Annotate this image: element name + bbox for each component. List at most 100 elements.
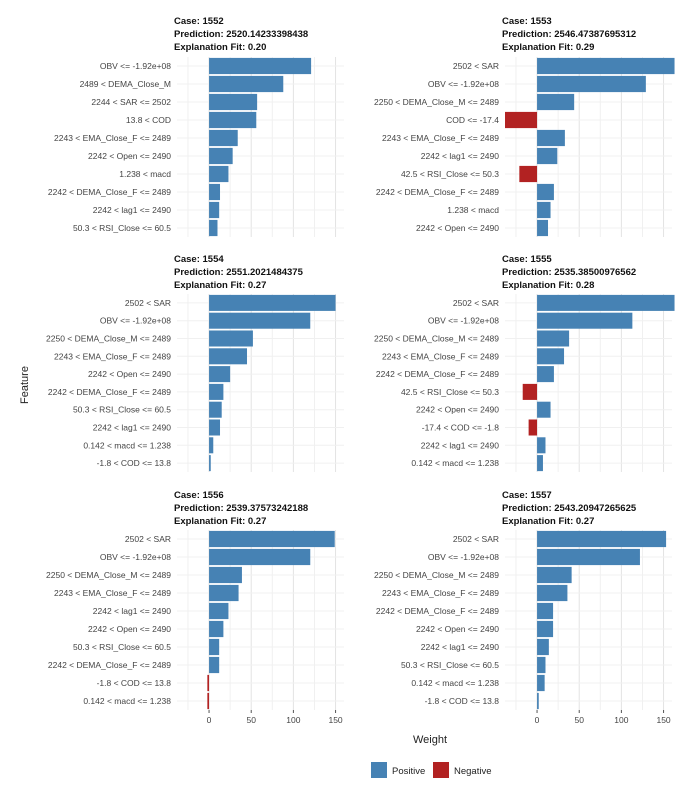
feature-label: 0.142 < macd <= 1.238 — [411, 678, 499, 688]
bar-5 — [209, 129, 238, 147]
feature-label: 2243 < EMA_Close_F <= 2489 — [382, 351, 499, 361]
bar-5 — [537, 129, 565, 147]
panel-case-title: Case: 1555 — [502, 254, 552, 265]
bar-10 — [537, 692, 539, 710]
bar-2 — [537, 548, 640, 566]
bar-4 — [209, 348, 248, 365]
feature-label: 2502 < SAR — [125, 534, 171, 544]
bar-5 — [537, 366, 554, 383]
panel-6: Case: 1557 Prediction: 2543.20947265625 Ex… — [374, 490, 672, 725]
legend-label-positive: Positive — [392, 766, 425, 777]
bar-1 — [209, 294, 336, 311]
x-tick-label: 0 — [207, 715, 212, 725]
feature-label: OBV <= -1.92e+08 — [428, 316, 499, 326]
y-axis-title: Feature — [19, 366, 31, 404]
feature-label: 2243 < EMA_Close_F <= 2489 — [54, 351, 171, 361]
bar-8 — [209, 656, 220, 674]
bar-8 — [209, 419, 221, 436]
bar-7 — [537, 638, 549, 656]
feature-label: OBV <= -1.92e+08 — [100, 316, 171, 326]
bar-3 — [537, 566, 572, 584]
bar-4 — [537, 584, 568, 602]
bar-1 — [537, 530, 667, 548]
bar-8 — [209, 183, 221, 201]
bar-5 — [209, 366, 231, 383]
bar-7 — [209, 638, 220, 656]
bar-7 — [537, 401, 551, 418]
bar-6 — [537, 147, 558, 165]
bar-1 — [537, 294, 675, 311]
bar-9 — [537, 201, 551, 219]
feature-label: 2242 < DEMA_Close_F <= 2489 — [48, 187, 171, 197]
feature-label: 2250 < DEMA_Close_M <= 2489 — [46, 334, 171, 344]
bar-4 — [209, 111, 257, 129]
panel-1: Case: 1552 Prediction: 2520.14233398438 Ex… — [48, 16, 344, 237]
bar-10 — [537, 455, 543, 472]
feature-label: 50.3 < RSI_Close <= 60.5 — [73, 405, 171, 415]
panel-4: Case: 1555 Prediction: 2535.38500976562 Ex… — [374, 254, 675, 472]
bar-6 — [537, 620, 554, 638]
feature-label: OBV <= -1.92e+08 — [100, 61, 171, 71]
bar-8 — [537, 183, 554, 201]
bar-6 — [209, 383, 224, 400]
feature-label: COD <= -17.4 — [446, 115, 499, 125]
feature-label: 0.142 < macd <= 1.238 — [83, 696, 171, 706]
feature-label: 2502 < SAR — [453, 534, 499, 544]
bar-10 — [207, 692, 210, 710]
bar-6 — [522, 383, 538, 400]
panel-prediction-title: Prediction: 2551.2021484375 — [174, 267, 304, 278]
x-tick-label: 150 — [328, 715, 342, 725]
panel-case-title: Case: 1557 — [502, 490, 552, 501]
bar-10 — [209, 455, 211, 472]
bar-7 — [209, 401, 222, 418]
bar-5 — [209, 602, 229, 620]
bar-1 — [209, 530, 335, 548]
bar-3 — [209, 566, 242, 584]
bar-3 — [209, 330, 253, 347]
bar-5 — [537, 602, 554, 620]
bar-4 — [209, 584, 239, 602]
feature-label: 2242 < DEMA_Close_F <= 2489 — [376, 187, 499, 197]
feature-label: 2242 < lag1 <= 2490 — [93, 423, 171, 433]
feature-label: 2489 < DEMA_Close_M — [80, 79, 171, 89]
feature-label: 2243 < EMA_Close_F <= 2489 — [54, 133, 171, 143]
x-tick-label: 100 — [614, 715, 628, 725]
panel-case-title: Case: 1553 — [502, 16, 552, 27]
bar-3 — [537, 93, 575, 111]
bar-2 — [537, 75, 646, 93]
feature-label: 13.8 < COD — [126, 115, 171, 125]
bar-10 — [209, 219, 218, 237]
panel-fit-title: Explanation Fit: 0.29 — [502, 42, 594, 53]
bar-7 — [209, 165, 229, 183]
feature-label: 2242 < Open <= 2490 — [416, 405, 499, 415]
panel-3: Case: 1554 Prediction: 2551.2021484375 Exp… — [46, 254, 344, 472]
bar-1 — [537, 57, 675, 75]
feature-label: 2242 < DEMA_Close_F <= 2489 — [48, 387, 171, 397]
feature-label: 2243 < EMA_Close_F <= 2489 — [382, 588, 499, 598]
feature-label: 2244 < SAR <= 2502 — [91, 97, 171, 107]
feature-label: 2242 < lag1 <= 2490 — [421, 151, 499, 161]
feature-label: 2242 < DEMA_Close_F <= 2489 — [48, 660, 171, 670]
panel-prediction-title: Prediction: 2535.38500976562 — [502, 267, 636, 278]
feature-label: 50.3 < RSI_Close <= 60.5 — [73, 642, 171, 652]
feature-label: -1.8 < COD <= 13.8 — [97, 678, 172, 688]
panel-case-title: Case: 1554 — [174, 254, 224, 265]
bar-9 — [537, 674, 545, 692]
panel-fit-title: Explanation Fit: 0.27 — [502, 516, 594, 527]
feature-label: 2243 < EMA_Close_F <= 2489 — [54, 588, 171, 598]
feature-label: 1.238 < macd — [119, 169, 171, 179]
bar-6 — [209, 620, 224, 638]
x-tick-label: 100 — [286, 715, 300, 725]
panel-case-title: Case: 1556 — [174, 490, 224, 501]
feature-label: OBV <= -1.92e+08 — [100, 552, 171, 562]
feature-label: 50.3 < RSI_Close <= 60.5 — [401, 660, 499, 670]
bar-1 — [209, 57, 312, 75]
x-axis-title: Weight — [413, 734, 447, 746]
bar-7 — [519, 165, 538, 183]
bar-10 — [537, 219, 549, 237]
bar-4 — [537, 348, 565, 365]
x-tick-label: 50 — [246, 715, 256, 725]
panel-fit-title: Explanation Fit: 0.20 — [174, 42, 266, 53]
panel-fit-title: Explanation Fit: 0.27 — [174, 280, 266, 291]
